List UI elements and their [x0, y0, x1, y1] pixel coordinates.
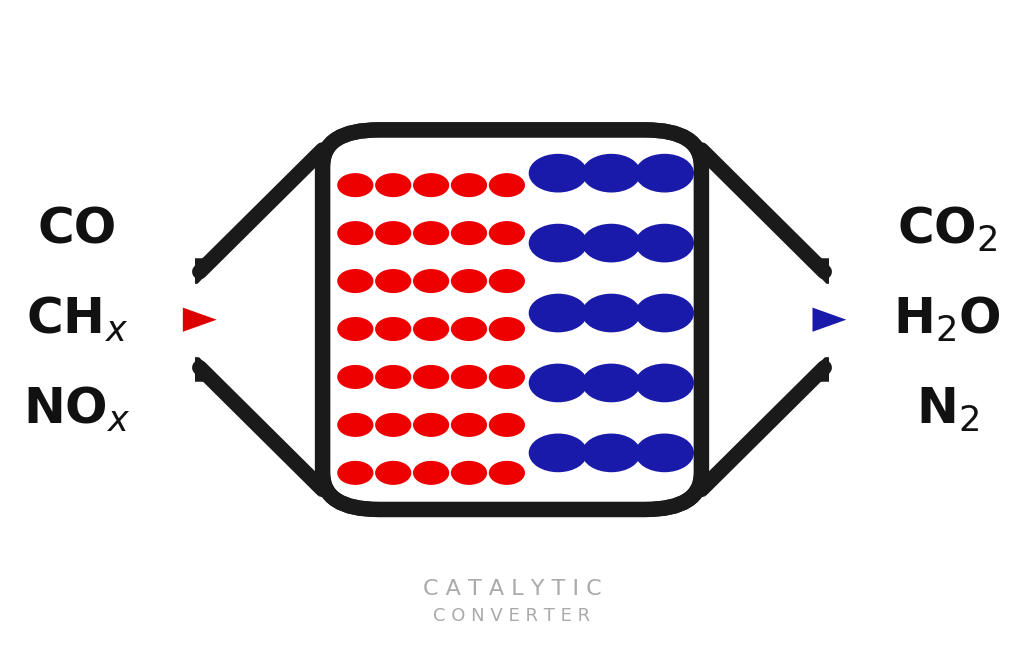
Circle shape [414, 414, 449, 436]
Text: C O N V E R T E R: C O N V E R T E R [433, 607, 591, 625]
Circle shape [338, 462, 373, 484]
Circle shape [452, 270, 486, 292]
Text: CO$_2$: CO$_2$ [897, 205, 997, 254]
Circle shape [489, 222, 524, 244]
Circle shape [376, 462, 411, 484]
Circle shape [636, 155, 693, 192]
Circle shape [583, 155, 640, 192]
Circle shape [452, 222, 486, 244]
Circle shape [376, 318, 411, 340]
Circle shape [583, 294, 640, 332]
Circle shape [583, 364, 640, 402]
Circle shape [376, 270, 411, 292]
Circle shape [338, 414, 373, 436]
Circle shape [414, 222, 449, 244]
Circle shape [338, 174, 373, 196]
Text: CH$_x$: CH$_x$ [26, 295, 128, 344]
Circle shape [452, 462, 486, 484]
Polygon shape [699, 150, 826, 490]
Text: C A T A L Y T I C: C A T A L Y T I C [423, 579, 601, 599]
Circle shape [452, 366, 486, 388]
Circle shape [376, 222, 411, 244]
Circle shape [529, 294, 587, 332]
FancyBboxPatch shape [323, 130, 701, 509]
Circle shape [414, 270, 449, 292]
Circle shape [414, 366, 449, 388]
Circle shape [489, 366, 524, 388]
Circle shape [636, 364, 693, 402]
Circle shape [452, 318, 486, 340]
Circle shape [636, 224, 693, 262]
Circle shape [376, 174, 411, 196]
Circle shape [489, 270, 524, 292]
Circle shape [376, 414, 411, 436]
Circle shape [452, 174, 486, 196]
Circle shape [414, 462, 449, 484]
Circle shape [636, 294, 693, 332]
Circle shape [338, 366, 373, 388]
Circle shape [452, 414, 486, 436]
Circle shape [489, 174, 524, 196]
Circle shape [489, 462, 524, 484]
Polygon shape [812, 308, 846, 332]
Circle shape [636, 434, 693, 472]
Circle shape [529, 364, 587, 402]
Text: NO$_x$: NO$_x$ [23, 385, 131, 434]
Circle shape [338, 222, 373, 244]
Circle shape [489, 414, 524, 436]
Circle shape [583, 434, 640, 472]
Text: H$_2$O: H$_2$O [893, 295, 1001, 344]
Circle shape [414, 318, 449, 340]
Circle shape [583, 224, 640, 262]
Polygon shape [183, 308, 217, 332]
Circle shape [489, 318, 524, 340]
Circle shape [338, 318, 373, 340]
Circle shape [529, 155, 587, 192]
Circle shape [414, 174, 449, 196]
Circle shape [529, 224, 587, 262]
Text: N$_2$: N$_2$ [915, 386, 979, 434]
Polygon shape [198, 150, 325, 490]
Circle shape [338, 270, 373, 292]
Text: CO: CO [37, 206, 117, 254]
Circle shape [529, 434, 587, 472]
Circle shape [376, 366, 411, 388]
